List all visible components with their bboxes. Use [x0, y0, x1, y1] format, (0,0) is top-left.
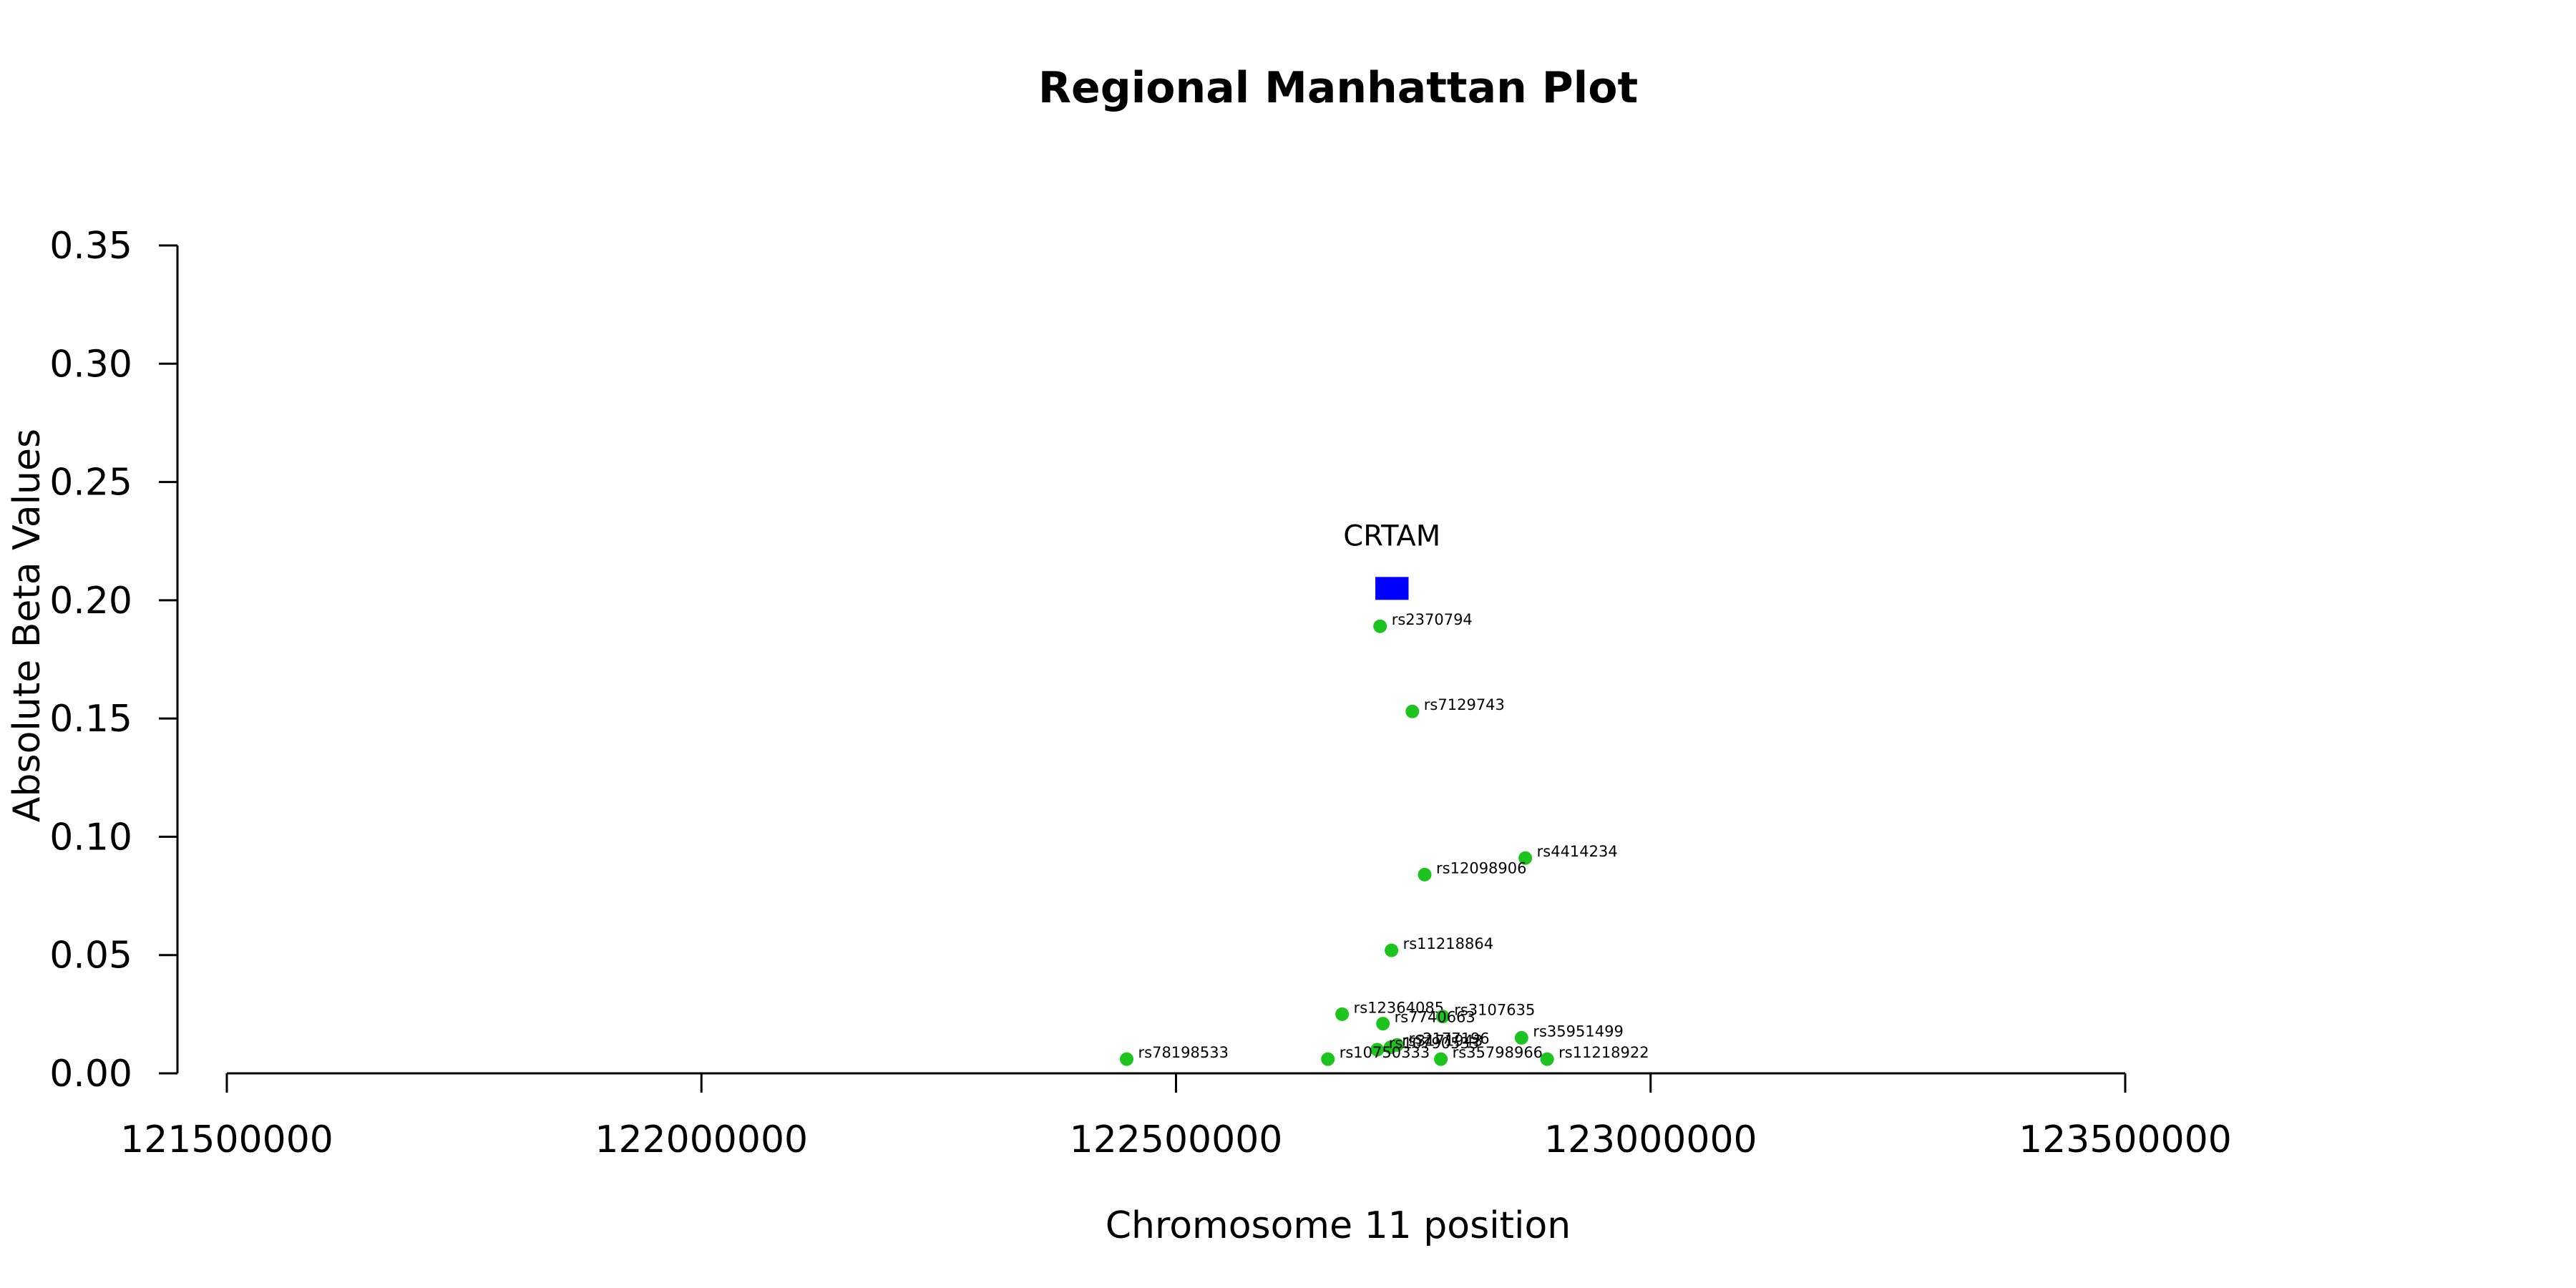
- snp-point: [1383, 1040, 1397, 1055]
- snp-label: rs10790533: [1389, 1035, 1479, 1052]
- snp-label: rs7740663: [1395, 1009, 1475, 1026]
- snp-label: rs11218864: [1403, 935, 1493, 952]
- snp-point: [1418, 867, 1432, 882]
- snp-label: rs10750333: [1340, 1044, 1430, 1061]
- y-tick-label: 0.25: [49, 462, 132, 504]
- plot-area: CRTAM rs2370794 rs7129743 rs4414234 rs120989…: [1120, 519, 1649, 1066]
- x-tick-label: 122500000: [1070, 1118, 1283, 1161]
- snp-label: rs2177196: [1409, 1030, 1490, 1047]
- snp-label: rs35951499: [1533, 1023, 1623, 1040]
- snp-point: [1321, 1052, 1335, 1066]
- snp-label: rs11218922: [1558, 1044, 1649, 1061]
- snp-label: rs12098906: [1436, 859, 1526, 877]
- y-tick-label: 0.15: [49, 698, 132, 741]
- snp-label: rs2370794: [1392, 611, 1473, 628]
- snp-label: rs4414234: [1537, 843, 1618, 860]
- snp-label: rs12364085: [1354, 999, 1444, 1016]
- snp-point: [1540, 1052, 1554, 1066]
- snp-point: [1376, 1017, 1390, 1031]
- snp-label: rs3171943: [1402, 1033, 1483, 1050]
- y-axis: 0.00 0.05 0.10 0.15 0.20 0.25 0.30 0.35: [49, 225, 179, 1096]
- chart-title: Regional Manhattan Plot: [1038, 63, 1638, 113]
- y-tick-label: 0.20: [49, 580, 132, 623]
- snp-point: [1370, 1043, 1385, 1057]
- gene-label: CRTAM: [1343, 519, 1440, 552]
- y-axis-title: Absolute Beta Values: [6, 429, 49, 822]
- snp-point: [1335, 1007, 1350, 1021]
- snp-point: [1518, 851, 1533, 865]
- y-tick-label: 0.00: [49, 1053, 132, 1096]
- snp-label: rs78198533: [1138, 1044, 1229, 1061]
- snp-label: rs7129743: [1424, 696, 1505, 713]
- snp-point: [1385, 943, 1399, 957]
- snp-label: rs35798966: [1453, 1044, 1543, 1061]
- snp-point: [1405, 704, 1420, 718]
- gene-box: [1375, 577, 1409, 600]
- y-tick-label: 0.35: [49, 225, 132, 268]
- x-tick-label: 122000000: [595, 1118, 808, 1161]
- x-tick-label: 123500000: [2019, 1118, 2232, 1161]
- y-tick-label: 0.10: [49, 816, 132, 859]
- snp-label: rs3107635: [1454, 1002, 1535, 1019]
- x-axis-title: Chromosome 11 position: [1106, 1204, 1571, 1247]
- snp-point: [1435, 1010, 1450, 1024]
- x-axis: 121500000 122000000 122500000 123000000 1235…: [120, 1072, 2232, 1161]
- snp-point: [1373, 619, 1387, 633]
- y-tick-label: 0.05: [49, 935, 132, 977]
- snp-point: [1120, 1052, 1134, 1066]
- y-tick-label: 0.30: [49, 343, 132, 386]
- x-tick-label: 121500000: [120, 1118, 333, 1161]
- snp-point: [1434, 1052, 1448, 1066]
- x-tick-label: 123000000: [1544, 1118, 1757, 1161]
- snp-point: [1514, 1030, 1528, 1045]
